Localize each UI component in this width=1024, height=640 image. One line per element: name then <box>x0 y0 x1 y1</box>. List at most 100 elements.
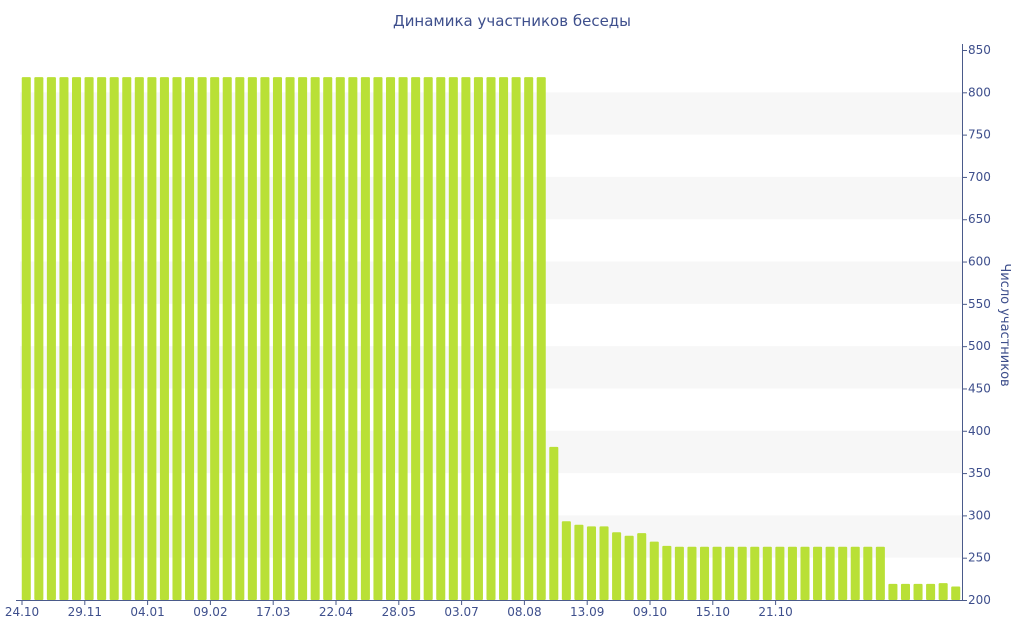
bar[interactable] <box>699 546 710 600</box>
y-tick-label: 650 <box>968 212 991 226</box>
bar[interactable] <box>951 586 961 600</box>
bar[interactable] <box>235 77 245 601</box>
bar[interactable] <box>913 583 923 600</box>
bar[interactable] <box>222 77 232 601</box>
bar[interactable] <box>561 521 571 600</box>
y-tick-label: 500 <box>968 339 991 353</box>
bar[interactable] <box>385 77 396 601</box>
bar[interactable] <box>109 77 119 601</box>
axes: 200 250 300 350 400 450 500 550 600 650 700 750 800 8… <box>5 43 991 619</box>
bar[interactable] <box>360 77 370 601</box>
bar[interactable] <box>775 546 785 600</box>
bar[interactable] <box>499 77 509 601</box>
bar[interactable] <box>147 77 157 601</box>
y-tick-label: 700 <box>968 170 991 184</box>
bar[interactable] <box>373 77 383 601</box>
bar[interactable] <box>662 545 672 600</box>
bar[interactable] <box>687 546 697 600</box>
bar[interactable] <box>260 77 270 601</box>
bar[interactable] <box>536 77 546 601</box>
bar[interactable] <box>335 77 345 601</box>
bar[interactable] <box>511 77 521 601</box>
bar[interactable] <box>436 77 446 601</box>
bar[interactable] <box>762 546 772 600</box>
bar[interactable] <box>122 77 132 601</box>
bar[interactable] <box>197 77 207 601</box>
bar[interactable] <box>574 524 584 600</box>
x-tick-label: 15.10 <box>696 605 730 619</box>
bar[interactable] <box>712 546 722 600</box>
bar[interactable] <box>461 77 471 601</box>
bar[interactable] <box>863 546 873 600</box>
bar[interactable] <box>285 77 295 601</box>
x-tick-label: 21.10 <box>758 605 792 619</box>
y-axis-title: Число участников <box>997 263 1012 386</box>
bar[interactable] <box>524 77 534 601</box>
bar[interactable] <box>787 546 797 600</box>
y-tick-label: 250 <box>968 551 991 565</box>
y-tick-label: 200 <box>968 593 991 607</box>
bar[interactable] <box>612 532 622 600</box>
y-tick-label: 750 <box>968 128 991 142</box>
bar[interactable] <box>423 77 433 601</box>
bar[interactable] <box>838 546 848 600</box>
bar[interactable] <box>586 526 597 600</box>
bar[interactable] <box>637 533 647 600</box>
bar[interactable] <box>71 77 82 601</box>
bar[interactable] <box>825 546 835 600</box>
bar[interactable] <box>323 77 333 601</box>
bar[interactable] <box>97 77 107 601</box>
bar[interactable] <box>737 546 747 600</box>
bar[interactable] <box>272 77 283 601</box>
bar[interactable] <box>185 77 195 601</box>
bar[interactable] <box>599 526 609 600</box>
bar[interactable] <box>411 77 421 601</box>
y-tick-label: 800 <box>968 85 991 99</box>
x-tick-label: 24.10 <box>5 605 39 619</box>
bar[interactable] <box>649 541 659 600</box>
bar[interactable] <box>486 77 496 601</box>
bar[interactable] <box>850 546 860 600</box>
y-tick-label: 600 <box>968 255 991 269</box>
bar[interactable] <box>34 77 44 601</box>
y-tick-label: 450 <box>968 381 991 395</box>
bar[interactable] <box>310 77 320 601</box>
bar[interactable] <box>134 77 144 601</box>
y-tick-label: 400 <box>968 424 991 438</box>
bar[interactable] <box>549 446 559 600</box>
y-tick-label: 850 <box>968 43 991 57</box>
bar-series <box>21 77 961 601</box>
bar[interactable] <box>298 77 308 601</box>
bar[interactable] <box>398 77 408 601</box>
bar[interactable] <box>800 546 810 600</box>
bar[interactable] <box>900 583 911 600</box>
bar[interactable] <box>159 77 169 601</box>
bar[interactable] <box>473 77 483 601</box>
bar[interactable] <box>725 546 735 600</box>
x-tick-label: 29.11 <box>68 605 102 619</box>
bar[interactable] <box>59 77 69 601</box>
x-tick-label: 13.09 <box>570 605 604 619</box>
bar[interactable] <box>21 77 31 601</box>
bar[interactable] <box>624 535 634 600</box>
x-tick-label: 22.04 <box>319 605 353 619</box>
x-tick-label: 08.08 <box>507 605 541 619</box>
chart-title: Динамика участников беседы <box>392 12 632 30</box>
bar[interactable] <box>750 546 760 600</box>
bar[interactable] <box>674 546 684 600</box>
bar[interactable] <box>938 583 948 600</box>
bar[interactable] <box>926 583 936 600</box>
bar[interactable] <box>210 77 220 601</box>
bar[interactable] <box>448 77 458 601</box>
x-tick-label: 04.01 <box>130 605 164 619</box>
bar[interactable] <box>247 77 257 601</box>
bar[interactable] <box>875 546 885 600</box>
bar[interactable] <box>172 77 182 601</box>
x-tick-label: 09.10 <box>633 605 667 619</box>
bar[interactable] <box>348 77 358 601</box>
bar[interactable] <box>888 583 898 600</box>
bar[interactable] <box>84 77 94 601</box>
bar[interactable] <box>46 77 56 601</box>
bar[interactable] <box>813 546 823 600</box>
